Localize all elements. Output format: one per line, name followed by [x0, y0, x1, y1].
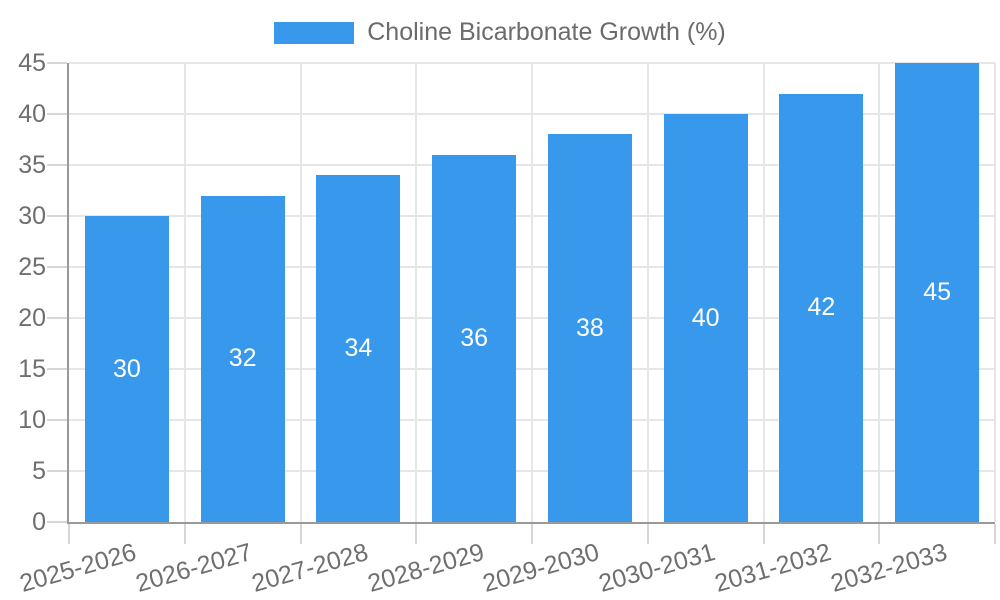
- bar[interactable]: 36: [432, 154, 517, 522]
- bar[interactable]: 42: [779, 93, 864, 522]
- x-axis-label: 2026-2027: [132, 538, 256, 598]
- x-axis-label: 2030-2031: [595, 538, 719, 598]
- bar-value-label: 32: [228, 344, 257, 373]
- bar[interactable]: 32: [200, 195, 285, 522]
- x-axis-tick: [994, 524, 996, 544]
- x-axis-tick: [762, 524, 765, 544]
- y-axis-tick-label: 25: [18, 253, 46, 281]
- bar-value-label: 40: [691, 303, 720, 332]
- x-axis-tick: [531, 524, 533, 544]
- y-axis-tick: [47, 164, 67, 166]
- y-axis-tick: [47, 419, 67, 421]
- y-axis-tick-label: 10: [18, 406, 46, 434]
- x-axis-tick: [68, 524, 70, 544]
- bar-value-label: 36: [460, 323, 489, 352]
- x-axis-tick: [646, 524, 649, 544]
- bar[interactable]: 34: [316, 175, 401, 522]
- bar-value-label: 45: [923, 278, 952, 306]
- y-axis-tick: [47, 521, 67, 523]
- x-axis-tick: [415, 524, 418, 544]
- x-axis-tick: [878, 524, 881, 544]
- bar-value-label: 34: [344, 334, 373, 363]
- gridline-vertical: [646, 63, 649, 522]
- x-axis-label: 2031-2032: [711, 538, 835, 598]
- y-axis-tick: [47, 113, 67, 115]
- gridline-vertical: [531, 63, 533, 522]
- y-axis-tick: [47, 470, 67, 472]
- bar[interactable]: 38: [547, 134, 632, 522]
- y-axis-tick-label: 5: [32, 457, 46, 485]
- bar[interactable]: 30: [84, 216, 169, 522]
- gridline-vertical: [878, 63, 881, 522]
- x-axis-label: 2032-2033: [827, 538, 950, 598]
- gridline-vertical: [299, 63, 302, 522]
- y-axis-tick-label: 40: [18, 100, 46, 128]
- y-axis-tick-label: 35: [18, 151, 46, 179]
- y-axis-tick-label: 15: [18, 355, 46, 383]
- x-axis-label: 2025-2026: [16, 538, 140, 598]
- plot-area: 30 32 34 36 38 40 42 45: [67, 62, 996, 524]
- gridline-vertical: [762, 63, 765, 522]
- y-axis-tick: [47, 62, 67, 64]
- x-axis-label: 2029-2030: [479, 538, 603, 598]
- y-axis-tick-label: 0: [32, 508, 46, 536]
- gridline-vertical: [183, 63, 186, 522]
- bar-value-label: 30: [112, 354, 141, 383]
- y-axis-tick-label: 45: [18, 49, 46, 77]
- bar[interactable]: 45: [895, 63, 980, 522]
- gridline-vertical: [415, 63, 418, 522]
- y-axis-tick: [47, 368, 67, 370]
- legend-label: Choline Bicarbonate Growth (%): [367, 18, 726, 46]
- gridline-vertical: [994, 63, 996, 522]
- bar-value-label: 42: [807, 293, 836, 322]
- x-axis-label: 2027-2028: [248, 538, 372, 598]
- x-axis-tick: [299, 524, 302, 544]
- bar[interactable]: 40: [663, 114, 748, 522]
- x-axis-tick: [183, 524, 186, 544]
- legend[interactable]: Choline Bicarbonate Growth (%): [0, 18, 1000, 47]
- bar-value-label: 38: [575, 313, 604, 342]
- y-axis-tick-label: 30: [18, 202, 46, 230]
- x-axis-label: 2028-2029: [364, 538, 487, 598]
- legend-swatch: [274, 21, 355, 44]
- y-axis-tick: [47, 317, 67, 319]
- y-axis-tick-label: 20: [18, 304, 46, 332]
- y-axis-tick: [47, 215, 67, 217]
- y-axis-tick: [47, 266, 67, 268]
